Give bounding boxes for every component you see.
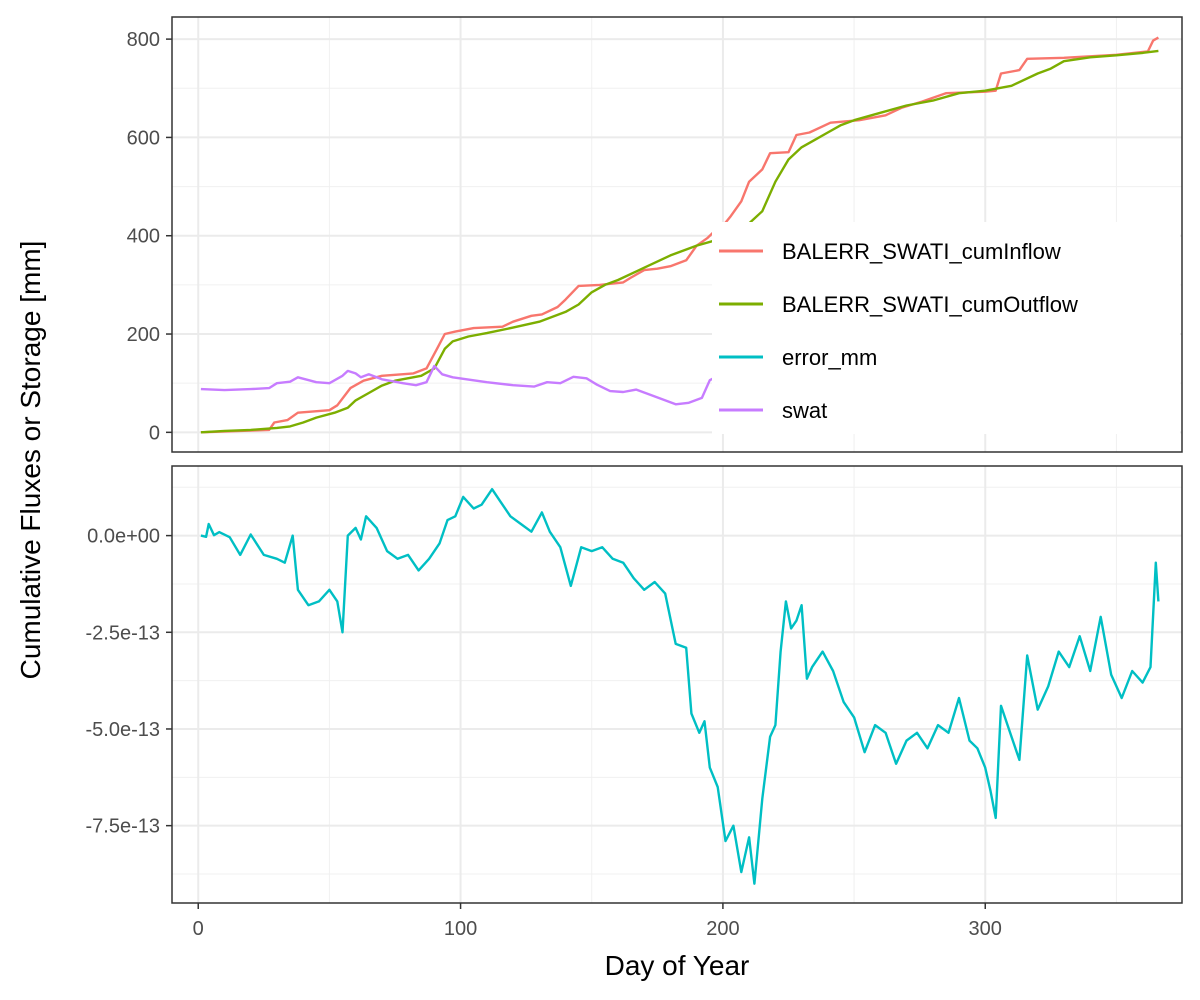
legend-label-swat: swat: [782, 398, 827, 423]
legend-item-cumoutflow: BALERR_SWATI_cumOutflow: [719, 292, 1078, 317]
legend-label-cumoutflow: BALERR_SWATI_cumOutflow: [782, 292, 1078, 317]
series-line-balerr-swati-cumoutflow: [200, 49, 1159, 434]
x-axis-title: Day of Year: [605, 950, 750, 981]
legend-label-cuminflow: BALERR_SWATI_cumInflow: [782, 239, 1061, 264]
x-tick-label: 300: [969, 918, 1002, 940]
x-tick-label: 200: [706, 918, 739, 940]
top-y-tick-label: 200: [127, 324, 160, 346]
x-tick-label: 100: [444, 918, 477, 940]
bottom-panel-border: [171, 465, 1183, 904]
y-axis-title: Cumulative Fluxes or Storage [mm]: [15, 241, 46, 680]
bottom-y-tick-label: -5.0e-13: [86, 719, 161, 741]
top-y-tick-label: 800: [127, 29, 160, 51]
top-y-tick-label: 400: [127, 226, 160, 248]
bottom-y-tick-label: -2.5e-13: [86, 622, 161, 644]
bottom-panel-background: [172, 466, 1182, 903]
top-panel-border: [171, 16, 1183, 453]
bottom-y-tick-label: -7.5e-13: [86, 816, 161, 838]
legend-item-error-mm: error_mm: [719, 345, 877, 370]
legend-label-error-mm: error_mm: [782, 345, 877, 370]
top-y-tick-label: 600: [127, 127, 160, 149]
bottom-y-tick-label: 0.0e+00: [87, 526, 160, 548]
legend: BALERR_SWATI_cumInflow BALERR_SWATI_cumO…: [712, 222, 1180, 434]
x-tick-label: 0: [193, 918, 204, 940]
top-y-tick-label: 0: [149, 422, 160, 444]
legend-background: [712, 222, 1180, 434]
bottom-panel: 0 100 200 300 0.0e+00 -2.5e-13 -5.0e-13 -7.5e-1…: [86, 465, 1183, 940]
legend-item-swat: swat: [719, 398, 827, 423]
legend-item-cuminflow: BALERR_SWATI_cumInflow: [719, 239, 1061, 264]
series-line-error-mm: [200, 488, 1160, 885]
